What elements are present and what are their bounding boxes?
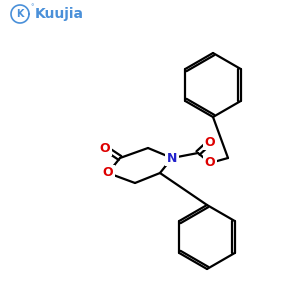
Text: O: O: [205, 157, 215, 169]
Text: O: O: [205, 136, 215, 148]
Text: O: O: [100, 142, 110, 154]
Text: N: N: [167, 152, 177, 164]
Text: O: O: [103, 167, 113, 179]
Text: °: °: [30, 4, 34, 10]
Text: Kuujia: Kuujia: [35, 7, 84, 21]
Text: K: K: [16, 9, 24, 19]
